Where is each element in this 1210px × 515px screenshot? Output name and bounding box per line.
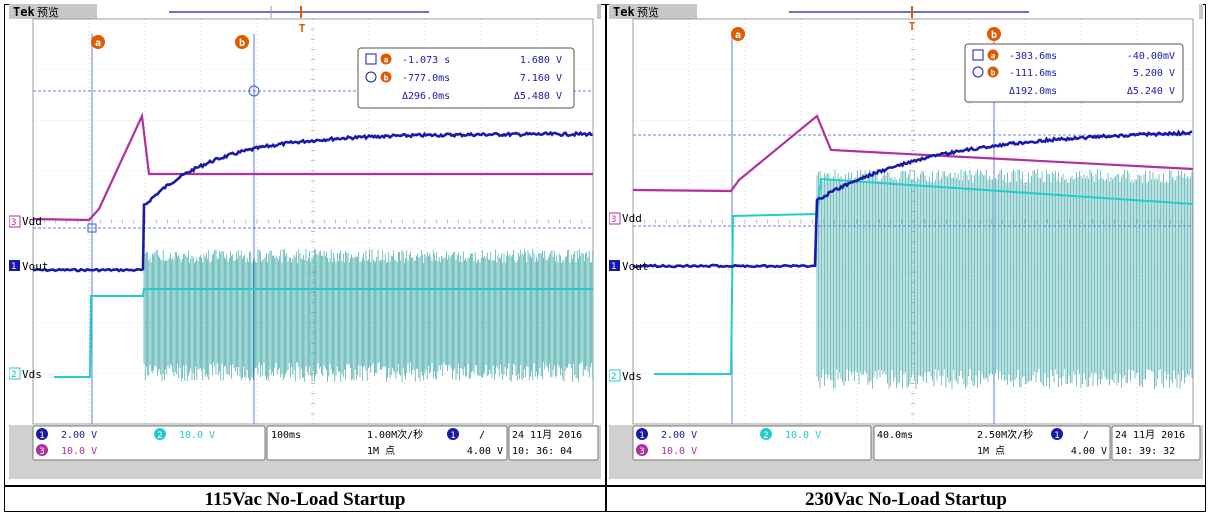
record-length: 1M 点 [977,445,1005,457]
svg-text:1: 1 [450,431,455,441]
svg-text:2: 2 [763,431,768,441]
readout-b-time: -777.0ms [402,73,450,84]
svg-text:3: 3 [639,447,644,457]
vout-waveform [632,129,1193,269]
svg-text:a: a [384,56,389,65]
ch2-scale[interactable]: 10.0 V [179,430,215,441]
svg-text:1: 1 [39,431,44,441]
readout-a-volt: -40.00mV [1127,51,1175,62]
svg-text:1: 1 [1054,431,1059,441]
vds-waveform [654,177,1194,375]
cursor-readout [357,47,575,109]
svg-text:b: b [384,74,389,83]
mode-label: 预览 [37,5,59,19]
cursor-b-badge [235,35,249,49]
svg-text:3: 3 [11,218,16,228]
ch3-scale[interactable]: 10.0 V [61,446,97,457]
figure-frame: 115Vac No-Load Startup 230Vac No-Load St… [4,4,1206,512]
timebase[interactable]: 40.0ms [877,430,913,441]
svg-text:1: 1 [611,262,616,272]
ch2-scale[interactable]: 10.0 V [785,430,821,441]
cursor-b-marker [248,85,260,97]
date: 24 11月 2016 [512,429,582,441]
caption-divider [5,485,1205,487]
ch1-marker[interactable] [609,260,620,271]
date: 24 11月 2016 [1115,429,1185,441]
trigger-marker: T [909,20,916,33]
readout-delta-volt: Δ5.240 V [1127,86,1175,97]
readout-b-volt: 7.160 V [520,73,562,84]
svg-text:b: b [991,69,996,78]
vds-burst-waveform [816,169,1193,389]
readout-a-volt: 1.680 V [520,55,562,66]
readout-a-time: -1.073 s [402,55,450,66]
sample-rate: 2.50M次/秒 [977,428,1033,441]
trigger-level[interactable]: 4.00 V [1071,446,1107,457]
vdd-waveform [32,112,593,222]
svg-text:2: 2 [611,372,616,382]
cursor-a-text: a [735,30,741,41]
svg-text:2: 2 [157,431,162,441]
brand-label: Tek [613,5,635,19]
vdd-label: Vdd [622,212,642,225]
cursor-b-badge [987,27,1001,41]
ch1-scale[interactable]: 2.00 V [661,430,697,441]
ch2-marker[interactable] [9,367,21,380]
ch2-marker[interactable] [609,369,621,382]
vout-label: Vout [22,260,49,273]
time: 10: 36: 04 [512,446,572,457]
readout-delta-time: Δ192.0ms [1009,86,1057,97]
readout-b-volt: 5.200 V [1133,68,1175,79]
vout-label: Vout [622,260,649,273]
cursor-a-badge [91,35,105,49]
trigger-marker: T [299,22,306,35]
ch1-scale[interactable]: 2.00 V [61,430,97,441]
readout-delta-volt: Δ5.480 V [514,91,562,102]
ch1-marker[interactable] [9,260,20,271]
timebase[interactable]: 100ms [271,430,301,441]
svg-text:3: 3 [39,447,44,457]
ch3-marker[interactable] [9,215,21,228]
svg-text:1: 1 [11,262,16,272]
sample-rate: 1.00M次/秒 [367,428,423,441]
trigger-level[interactable]: 4.00 V [467,446,503,457]
readout-delta-time: Δ296.0ms [402,91,450,102]
readout-b-time: -111.6ms [1009,68,1057,79]
column-divider [605,5,607,511]
vds-label: Vds [22,368,42,381]
scope-screen-left: Tek 预览 a b T 3 Vdd 1 Vout 2 Vds a b -1.0… [9,4,601,479]
svg-text:2: 2 [11,370,16,380]
readout-a-time: -303.6ms [1009,51,1057,62]
vout-waveform [32,130,593,273]
brand-label: Tek [13,5,35,19]
cursor-readout [964,43,1184,103]
svg-text:a: a [991,52,996,61]
vdd-waveform [632,114,1194,193]
cursor-a-text: a [95,38,101,49]
ch3-marker[interactable] [609,212,621,225]
vds-label: Vds [622,370,642,383]
vds-waveform [54,288,593,378]
record-length: 1M 点 [367,445,395,457]
trigger-slope: / [1083,430,1089,441]
caption-left: 115Vac No-Load Startup [204,489,406,510]
cursor-b-text: b [239,38,245,49]
trigger-slope: / [479,430,485,441]
cursor-b-text: b [991,30,997,41]
caption-right: 230Vac No-Load Startup [805,489,1007,510]
cursor-a-badge [731,27,745,41]
vdd-label: Vdd [22,215,42,228]
svg-text:1: 1 [639,431,644,441]
cursor-a-marker [87,223,97,233]
time: 10: 39: 32 [1115,446,1175,457]
ch3-scale[interactable]: 10.0 V [661,446,697,457]
vds-burst-waveform [143,249,594,382]
mode-label: 预览 [637,5,659,19]
scope-screen-right: Tek 预览 a b T 3 Vdd 1 Vout 2 Vds a b -303… [609,4,1203,479]
svg-text:3: 3 [611,215,616,225]
